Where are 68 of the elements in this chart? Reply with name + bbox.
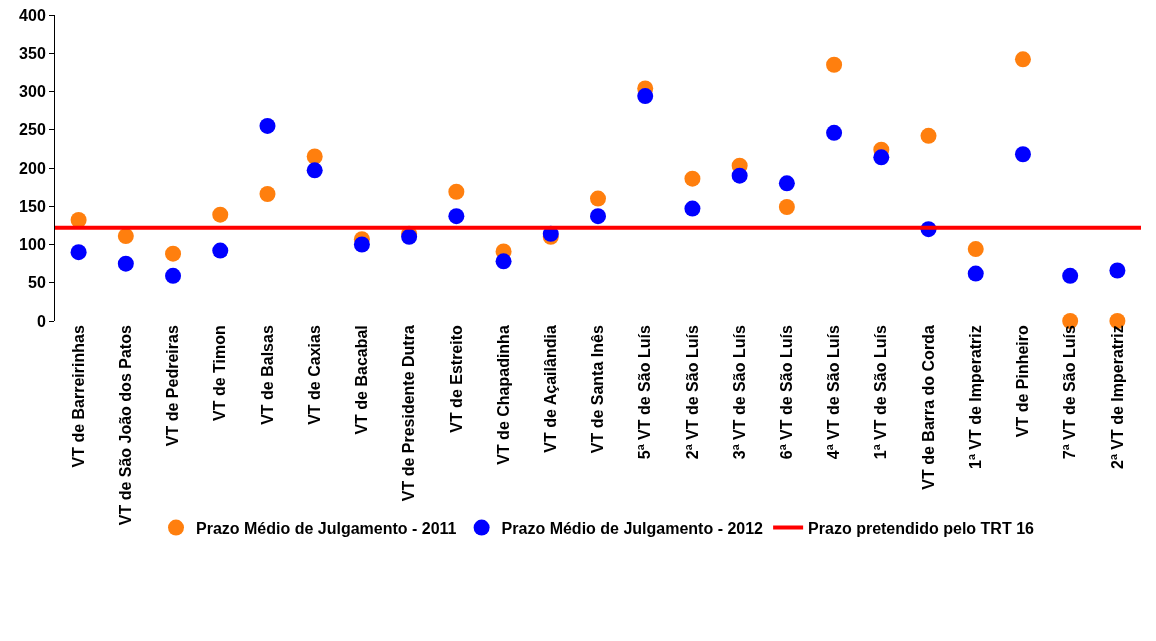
x-tick-label: 2ª VT de Imperatriz	[1108, 325, 1126, 469]
point	[117, 228, 134, 245]
point	[1109, 262, 1126, 279]
x-tick-label: VT de Estreito	[447, 324, 465, 433]
point	[259, 117, 276, 134]
point	[826, 124, 843, 141]
x-tick-label: VT de Bacabal	[353, 325, 371, 435]
point	[873, 149, 890, 166]
x-tick-label: VT de Santa Inês	[589, 325, 607, 454]
point	[1062, 267, 1079, 284]
x-tick-label: 2ª VT de São Luís	[683, 325, 701, 460]
y-tick-label: 400	[19, 6, 46, 24]
point	[590, 208, 606, 225]
point	[495, 253, 512, 270]
point	[967, 265, 984, 282]
x-tick-label: VT de Açailândia	[541, 325, 559, 453]
point	[778, 175, 795, 192]
point	[70, 244, 87, 261]
x-tick-label: VT de Chapadinha	[494, 325, 512, 465]
x-tick-label: VT de São João dos Patos	[117, 325, 135, 526]
x-tick-label: VT de Pinheiro	[1014, 324, 1032, 438]
x-tick-label: VT de Barreirinhas	[69, 325, 87, 468]
x-tick-label: 5ª VT de São Luís	[636, 325, 654, 460]
point	[353, 236, 370, 253]
x-tick-label: 7ª VT de São Luís	[1061, 325, 1079, 460]
x-tick-label: 1ª VT de Imperatriz	[966, 325, 984, 469]
y-tick-label: 350	[19, 44, 46, 62]
x-tick-label: 1ª VT de São Luís	[872, 325, 890, 460]
x-tick-label: 6ª VT de São Luís	[778, 325, 796, 460]
point	[448, 183, 465, 200]
point	[590, 190, 606, 207]
point	[1014, 146, 1031, 163]
point	[306, 148, 323, 165]
point	[212, 242, 229, 259]
x-tick-label: VT de Caxias	[305, 325, 323, 425]
point	[165, 245, 182, 262]
point	[778, 199, 795, 216]
x-tick-label: VT de Timon	[211, 325, 229, 421]
x-tick-label: VT de Pedreiras	[164, 325, 182, 447]
point	[117, 255, 134, 272]
y-tick-label: 0	[36, 312, 46, 330]
point	[306, 162, 323, 179]
point	[637, 88, 654, 105]
point	[920, 127, 937, 144]
point	[684, 170, 701, 187]
y-tick-label: 50	[28, 274, 46, 292]
x-tick-label: VT de Barra do Corda	[919, 325, 937, 490]
point	[826, 56, 843, 73]
y-tick-label: 100	[19, 236, 46, 254]
point	[967, 241, 984, 258]
legend-label: Prazo Médio de Julgamento - 2011	[196, 519, 457, 537]
x-tick-label: VT de Presidente Dutra	[400, 325, 418, 502]
x-tick-label: VT de Balsas	[258, 325, 276, 425]
point	[212, 206, 229, 223]
point	[448, 208, 465, 225]
y-tick-label: 250	[19, 121, 46, 139]
point	[259, 186, 276, 202]
point	[165, 267, 182, 284]
point	[684, 200, 701, 217]
y-tick-label: 300	[19, 83, 46, 101]
point	[731, 167, 748, 184]
point	[1014, 51, 1031, 68]
x-tick-label: 3ª VT de São Luís	[730, 325, 748, 460]
legend-label: Prazo Médio de Julgamento - 2012	[501, 519, 764, 537]
legend-label: Prazo pretendido pelo TRT 16	[808, 519, 1035, 537]
x-tick-label: 4ª VT de São Luís	[825, 325, 843, 460]
y-tick-label: 150	[19, 197, 46, 215]
y-tick-label: 200	[19, 159, 46, 177]
